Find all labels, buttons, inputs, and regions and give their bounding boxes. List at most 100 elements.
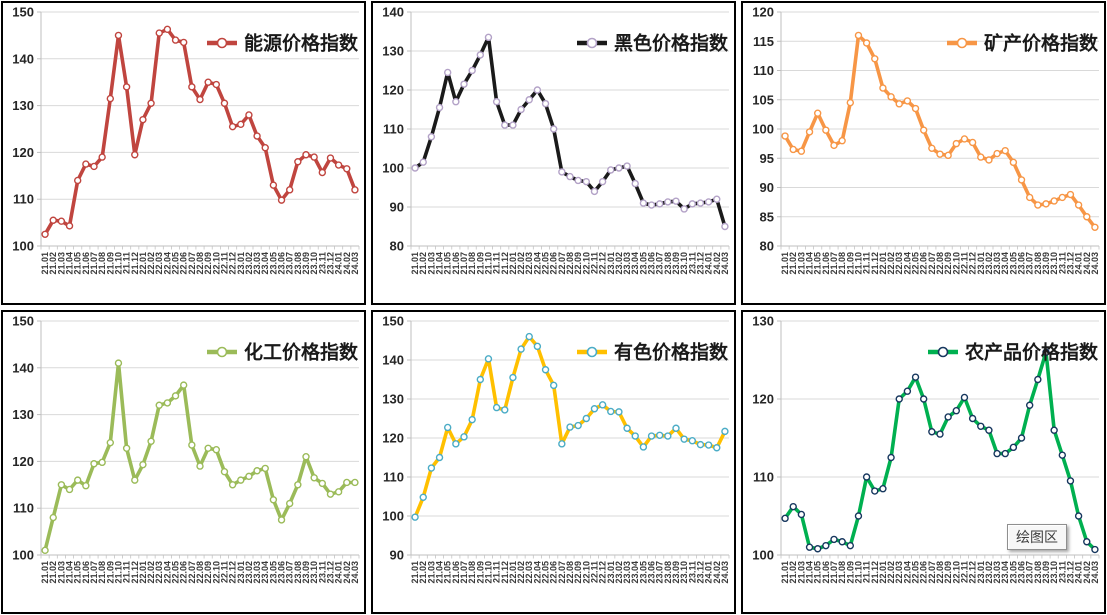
data-point-marker <box>435 453 444 462</box>
data-point-marker <box>419 158 427 166</box>
x-axis-label: 22.06 <box>549 252 559 275</box>
x-axis-label: 21.12 <box>130 252 140 275</box>
x-axis-label: 23.11 <box>1057 561 1067 583</box>
data-point-marker <box>411 513 419 521</box>
y-axis-label: 85 <box>760 209 774 224</box>
data-point-marker <box>680 435 688 443</box>
data-point-marker <box>73 476 82 484</box>
data-point-marker <box>285 186 294 194</box>
data-point-marker <box>647 432 656 440</box>
data-point-marker <box>65 222 74 230</box>
legend-label: 有色价格指数 <box>614 341 729 364</box>
data-point-marker <box>188 441 196 449</box>
data-point-marker <box>1025 401 1034 409</box>
data-point-marker <box>65 485 74 494</box>
data-point-marker <box>919 395 928 403</box>
x-axis-label: 23.07 <box>655 252 665 275</box>
x-axis-label: 23.12 <box>695 561 705 584</box>
y-axis-label: 105 <box>752 92 774 107</box>
data-point-marker <box>212 445 221 454</box>
x-axis-label: 21.03 <box>426 252 436 275</box>
data-point-marker <box>253 132 261 140</box>
x-axis-label: 23.04 <box>260 561 270 584</box>
x-axis-label: 24.01 <box>1074 252 1084 275</box>
data-point-marker <box>672 197 680 205</box>
x-axis-label: 22.12 <box>968 252 978 275</box>
data-point-marker <box>541 99 550 108</box>
data-point-marker <box>269 181 278 189</box>
x-axis-label: 23.07 <box>285 252 295 275</box>
x-axis-label: 21.01 <box>410 252 420 275</box>
data-point-marker <box>1066 477 1075 485</box>
x-axis-label: 22.02 <box>146 252 156 275</box>
data-point-marker <box>960 135 969 143</box>
x-axis-label: 21.02 <box>48 561 58 584</box>
data-point-marker <box>574 176 582 185</box>
x-axis-label: 22.04 <box>162 252 172 275</box>
x-axis-label: 21.09 <box>845 252 855 275</box>
data-point-marker <box>220 99 229 107</box>
data-point-marker <box>830 535 838 544</box>
x-axis-label: 23.12 <box>325 252 335 275</box>
data-point-marker <box>131 151 139 159</box>
x-axis-label: 21.10 <box>483 561 493 584</box>
x-axis-label: 21.07 <box>829 252 839 275</box>
x-axis-label: 22.02 <box>146 561 156 584</box>
x-axis-label: 22.05 <box>911 252 921 275</box>
x-axis-label: 22.05 <box>911 561 921 584</box>
y-axis-label: 120 <box>382 83 404 98</box>
x-axis-label: 24.02 <box>1082 252 1092 275</box>
data-point-marker <box>509 373 517 382</box>
x-axis-label: 22.05 <box>541 561 551 584</box>
y-axis-label: 100 <box>752 122 774 137</box>
data-point-marker <box>343 478 351 487</box>
data-point-marker <box>647 201 656 209</box>
data-point-marker <box>582 177 591 186</box>
x-axis-label: 21.04 <box>805 252 815 275</box>
x-axis-label: 21.12 <box>500 252 510 275</box>
x-axis-label: 21.11 <box>862 252 872 274</box>
data-point-marker <box>664 198 672 206</box>
data-point-marker <box>680 205 688 213</box>
data-point-marker <box>615 408 623 416</box>
data-point-marker <box>179 381 188 389</box>
data-point-marker <box>721 427 729 436</box>
data-point-marker <box>285 499 294 508</box>
data-point-marker <box>277 516 286 524</box>
x-axis-label: 23.10 <box>309 561 319 584</box>
data-point-marker <box>533 342 542 351</box>
x-axis-label: 23.10 <box>1049 252 1059 275</box>
x-axis-label: 22.05 <box>171 252 181 275</box>
data-point-marker <box>1058 193 1067 202</box>
x-axis-label: 24.03 <box>720 561 730 584</box>
x-axis-label: 22.11 <box>219 252 229 274</box>
x-axis-label: 22.08 <box>195 561 205 584</box>
x-axis-label: 21.07 <box>459 561 469 584</box>
data-point-marker <box>261 144 269 152</box>
x-axis-label: 22.03 <box>894 252 904 275</box>
x-axis-label: 22.02 <box>516 561 526 584</box>
x-axis-label: 22.09 <box>943 252 953 275</box>
data-point-marker <box>862 39 871 47</box>
data-point-marker <box>82 160 90 168</box>
data-point-marker <box>452 440 460 448</box>
y-axis-label: 100 <box>382 509 404 524</box>
y-axis-label: 130 <box>12 407 34 422</box>
data-point-marker <box>204 78 212 86</box>
data-point-marker <box>598 177 607 186</box>
x-axis-label: 21.05 <box>813 561 823 584</box>
x-axis-label: 21.06 <box>81 252 91 275</box>
x-axis-label: 21.08 <box>837 561 847 584</box>
legend-label: 能源价格指数 <box>244 32 359 55</box>
x-axis-label: 23.05 <box>1008 252 1018 275</box>
x-axis-label: 21.07 <box>89 252 99 275</box>
data-point-marker <box>631 432 639 440</box>
data-point-marker <box>887 93 895 101</box>
data-point-marker <box>541 366 550 374</box>
data-point-marker <box>805 128 814 136</box>
data-point-marker <box>903 97 912 105</box>
data-point-marker <box>558 168 566 176</box>
x-axis-label: 22.08 <box>565 561 575 584</box>
y-axis-label: 90 <box>390 200 404 215</box>
data-point-marker <box>895 100 903 108</box>
